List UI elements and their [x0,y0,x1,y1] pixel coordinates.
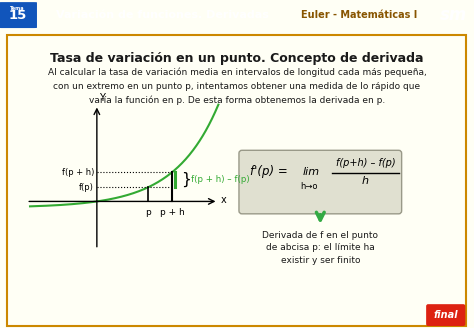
Text: Euler - Matemáticas I: Euler - Matemáticas I [301,10,417,20]
Text: Variación de funciones. Derivadas: Variación de funciones. Derivadas [55,10,269,20]
Text: p: p [145,208,151,217]
Text: 15: 15 [9,9,27,22]
Text: Tasa de variación en un punto. Concepto de derivada: Tasa de variación en un punto. Concepto … [50,52,424,65]
Text: }: } [181,172,191,187]
FancyBboxPatch shape [0,2,37,28]
Text: h: h [362,176,369,186]
Text: Derivada de f en el punto
de abcisa p: el límite ha
existir y ser finito: Derivada de f en el punto de abcisa p: e… [262,231,378,265]
Text: Y: Y [99,92,105,103]
Text: f(p + h) – f(p): f(p + h) – f(p) [191,175,249,184]
Text: sm: sm [440,6,467,24]
Text: lim: lim [303,167,320,177]
Text: f(p+h) – f(p): f(p+h) – f(p) [336,158,395,168]
Text: p + h: p + h [160,208,184,217]
Text: Tema: Tema [10,6,25,11]
Text: x: x [220,195,226,205]
Text: h→o: h→o [301,182,318,191]
Text: f(p + h): f(p + h) [62,168,94,177]
Text: f'(p) =: f'(p) = [250,165,288,178]
Text: f(p): f(p) [79,183,94,192]
Text: final: final [433,310,458,320]
FancyBboxPatch shape [239,150,401,214]
FancyBboxPatch shape [426,304,465,326]
Text: Al calcular la tasa de variación media en intervalos de longitud cada más pequeñ: Al calcular la tasa de variación media e… [47,68,427,105]
